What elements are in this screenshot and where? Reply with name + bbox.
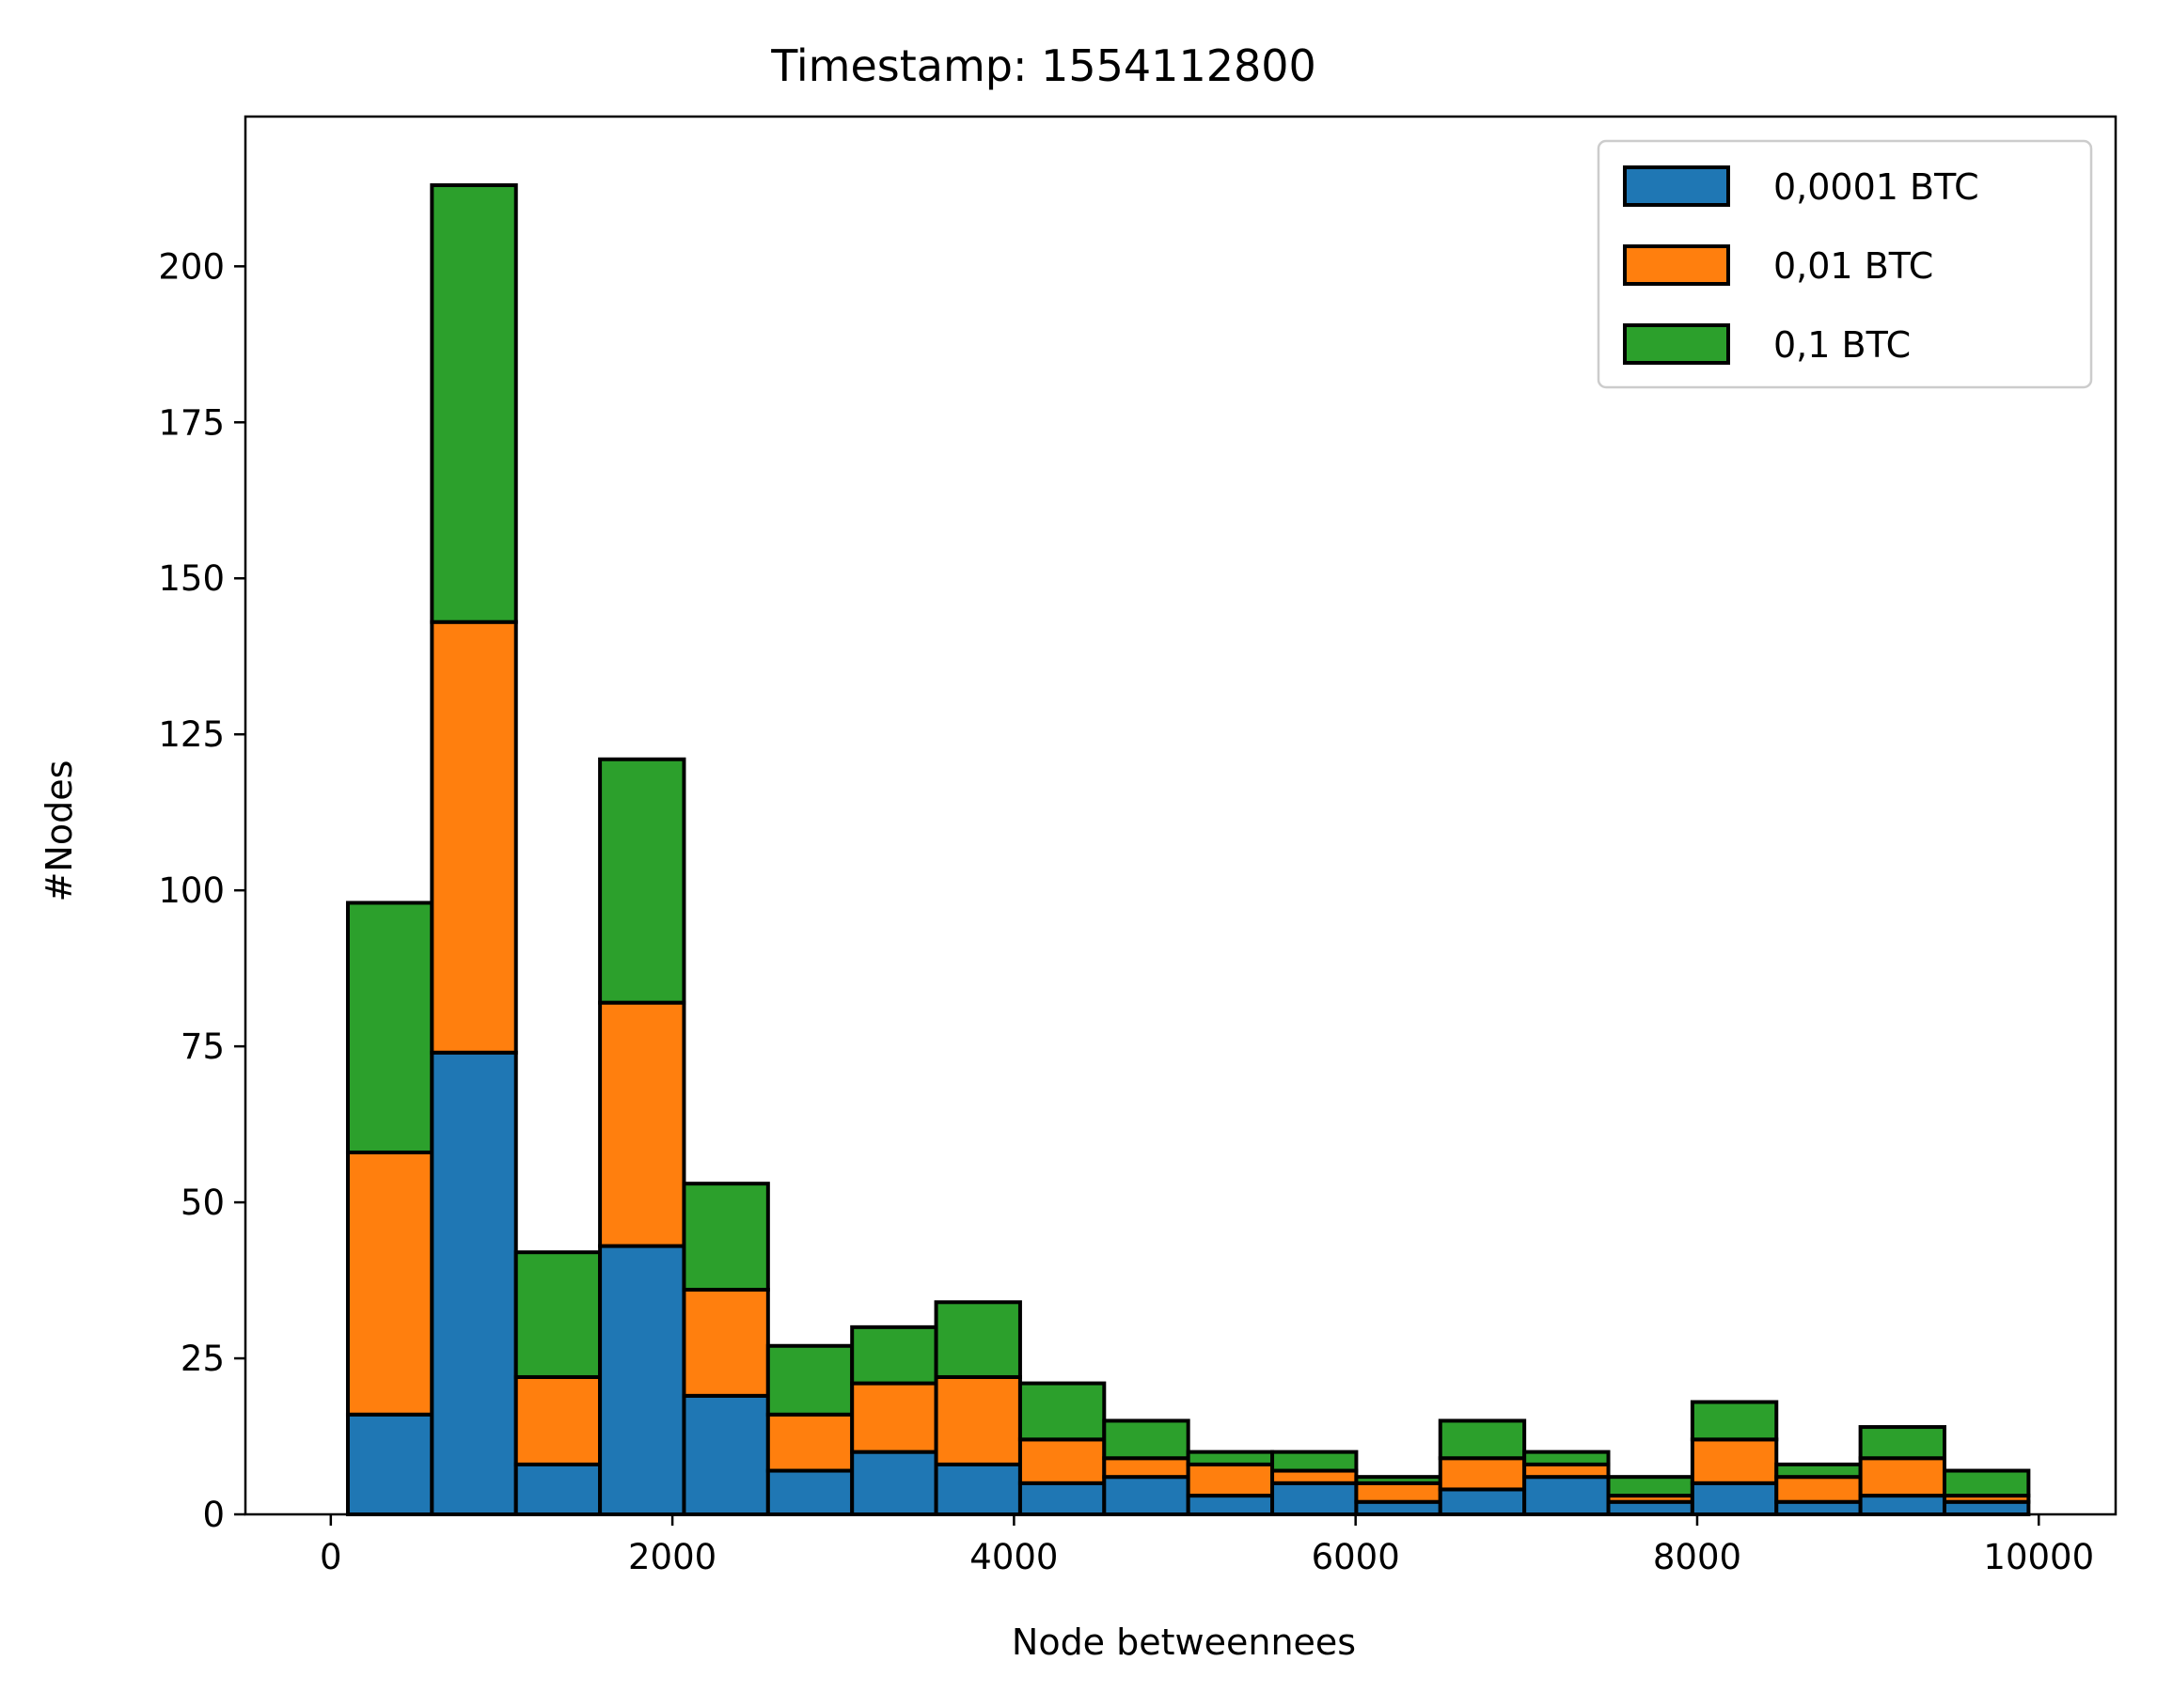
bar-btc-0-01-bin-1 — [345, 1150, 434, 1417]
bar-btc-0-1-bin-19 — [1858, 1425, 1946, 1461]
bar-btc-0-1-bin-3 — [513, 1250, 603, 1379]
legend-swatch — [1623, 244, 1730, 286]
y-tick-label: 50 — [181, 1183, 225, 1223]
y-tick-label: 175 — [158, 402, 225, 443]
x-tick-label: 8000 — [1653, 1537, 1741, 1577]
axes-layer: 0 2000 4000 6000 8000 10000 0 25 50 75 100 125 150 17… — [158, 115, 2118, 1577]
legend-swatch — [1623, 165, 1730, 207]
bar-btc-0-1-bin-7 — [850, 1324, 938, 1386]
bar-btc-0-1-bin-2 — [430, 183, 518, 624]
y-tick-label: 25 — [181, 1339, 225, 1379]
bar-btc-0-1-bin-6 — [765, 1343, 855, 1417]
bar-btc-0-01-bin-3 — [513, 1374, 603, 1466]
bar-btc-0-0001-bin-1 — [345, 1412, 434, 1517]
bar-btc-0-1-bin-9 — [1017, 1381, 1107, 1442]
bar-btc-0-01-bin-17 — [1690, 1437, 1779, 1485]
y-tick-label: 100 — [158, 870, 225, 911]
bar-btc-0-0001-bin-4 — [598, 1244, 686, 1516]
bar-btc-0-01-bin-14 — [1438, 1456, 1527, 1492]
bar-btc-0-1-bin-14 — [1438, 1418, 1527, 1461]
bar-btc-0-01-bin-7 — [850, 1381, 938, 1454]
bar-btc-0-0001-bin-11 — [1186, 1494, 1275, 1517]
bar-btc-0-01-bin-18 — [1774, 1475, 1863, 1504]
y-axis-label: #Nodes — [39, 760, 80, 902]
bar-btc-0-0001-bin-6 — [765, 1468, 855, 1516]
bar-btc-0-1-bin-1 — [345, 901, 434, 1154]
bar-btc-0-1-bin-13 — [1354, 1475, 1442, 1485]
y-tick-label: 75 — [181, 1026, 225, 1067]
bar-btc-0-1-bin-18 — [1774, 1462, 1863, 1480]
bar-btc-0-0001-bin-9 — [1017, 1481, 1107, 1516]
bar-btc-0-0001-bin-2 — [430, 1050, 518, 1516]
bar-btc-0-1-bin-5 — [682, 1182, 770, 1293]
bar-btc-0-01-bin-6 — [765, 1412, 855, 1473]
y-tick-label: 200 — [158, 246, 225, 287]
x-axis-label: Node betweennees — [1012, 1622, 1356, 1663]
bar-btc-0-0001-bin-7 — [850, 1449, 938, 1517]
bar-btc-0-01-bin-9 — [1017, 1437, 1107, 1485]
bar-btc-0-1-bin-20 — [1942, 1468, 2031, 1498]
legend-label: 0,0001 BTC — [1773, 166, 1979, 208]
legend: 0,0001 BTC 0,01 BTC 0,1 BTC — [1597, 139, 2093, 389]
legend-swatch — [1623, 323, 1730, 365]
y-tick-label: 0 — [202, 1495, 225, 1535]
x-tick-label: 2000 — [628, 1537, 716, 1577]
bar-btc-0-1-bin-12 — [1270, 1449, 1359, 1473]
bar-btc-0-1-bin-16 — [1606, 1475, 1694, 1498]
bar-btc-0-01-bin-10 — [1102, 1456, 1190, 1480]
bar-btc-0-0001-bin-10 — [1102, 1475, 1190, 1517]
bar-btc-0-0001-bin-5 — [682, 1393, 770, 1516]
plot-frame — [244, 115, 2118, 1516]
bar-btc-0-01-bin-13 — [1354, 1481, 1442, 1504]
legend-label: 0,1 BTC — [1773, 324, 1911, 366]
bar-btc-0-1-bin-8 — [934, 1300, 1022, 1379]
bar-btc-0-1-bin-11 — [1186, 1449, 1275, 1466]
bar-btc-0-0001-bin-8 — [934, 1462, 1022, 1516]
bar-btc-0-01-bin-2 — [430, 619, 518, 1055]
bar-btc-0-0001-bin-15 — [1522, 1475, 1611, 1517]
bar-btc-0-0001-bin-12 — [1270, 1481, 1359, 1516]
y-tick-label: 150 — [158, 558, 225, 599]
chart-title: Timestamp: 1554112800 — [770, 40, 1316, 91]
bar-btc-0-01-bin-4 — [598, 1000, 686, 1248]
bar-btc-0-0001-bin-17 — [1690, 1481, 1779, 1516]
bar-btc-0-01-bin-5 — [682, 1288, 770, 1398]
bar-btc-0-01-bin-8 — [934, 1374, 1022, 1466]
bars-layer — [345, 183, 2031, 1517]
x-tick-label: 0 — [320, 1537, 342, 1577]
bar-btc-0-0001-bin-19 — [1858, 1494, 1946, 1517]
y-tick-label: 125 — [158, 714, 225, 755]
x-tick-label: 4000 — [969, 1537, 1058, 1577]
bar-btc-0-1-bin-10 — [1102, 1418, 1190, 1461]
legend-label: 0,01 BTC — [1773, 245, 1933, 287]
x-tick-label: 6000 — [1312, 1537, 1400, 1577]
bar-btc-0-0001-bin-14 — [1438, 1487, 1527, 1516]
bar-btc-0-0001-bin-3 — [513, 1462, 603, 1516]
x-tick-label: 10000 — [1983, 1537, 2094, 1577]
bar-btc-0-1-bin-4 — [598, 757, 686, 1005]
bar-btc-0-01-bin-11 — [1186, 1462, 1275, 1498]
bar-btc-0-1-bin-15 — [1522, 1449, 1611, 1466]
bar-btc-0-1-bin-17 — [1690, 1400, 1779, 1442]
bar-btc-0-01-bin-19 — [1858, 1456, 1946, 1498]
